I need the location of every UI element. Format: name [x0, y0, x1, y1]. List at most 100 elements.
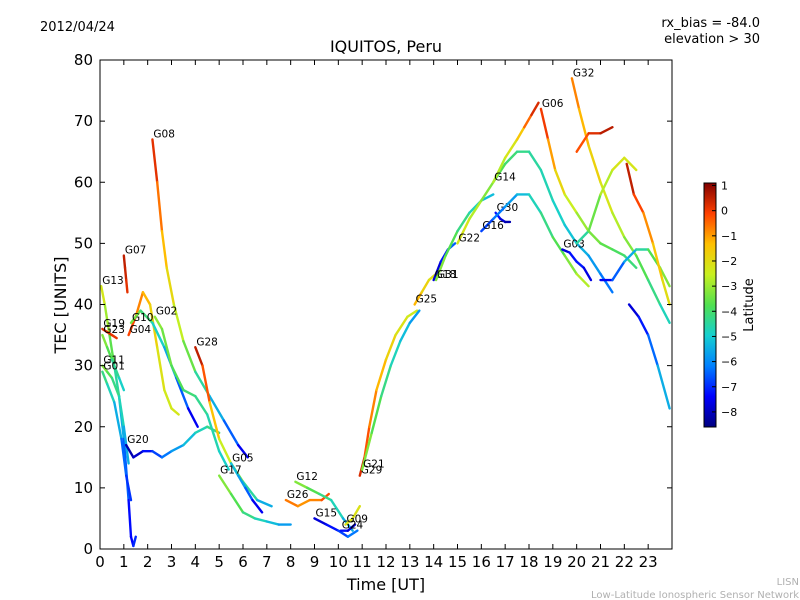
series-segment: [117, 376, 126, 392]
series-unlabeled-34: [627, 303, 671, 410]
x-tick-label: 16: [472, 553, 491, 571]
series-segment: [494, 211, 502, 221]
series-segment: [284, 498, 300, 508]
series-g15: G15: [313, 507, 359, 538]
y-tick-label: 60: [74, 173, 93, 191]
series-layer: G08G07G13G19G23G11G01G20G28G04G10G02G05G…: [100, 67, 671, 548]
series-segment: [125, 474, 133, 502]
series-segment: [515, 126, 526, 141]
series-segment: [139, 309, 154, 325]
series-segment: [105, 382, 116, 404]
series-segment: [256, 498, 273, 508]
series-segment: [661, 278, 671, 306]
series-segment: [456, 211, 471, 233]
series-segment: [120, 437, 128, 477]
series-g06: G06: [539, 98, 638, 270]
series-g20: G20: [125, 425, 221, 459]
series-segment: [160, 229, 168, 270]
series-segment: [344, 517, 354, 526]
x-tick-label: 13: [400, 553, 419, 571]
y-tick-label: 40: [74, 296, 93, 314]
series-segment: [575, 132, 590, 153]
series-segment: [546, 138, 557, 172]
series-g19: G19: [101, 318, 125, 340]
series-segment: [153, 315, 164, 331]
x-tick-label: 21: [591, 553, 610, 571]
axes-layer: 0 1 2 3 4 5 6 7 8 9 10 11 12 13 14 15 16 17 18 19 20 21 22 2301…: [74, 51, 672, 571]
x-tick-label: 9: [310, 553, 320, 571]
series-segment: [456, 217, 471, 245]
series-segment: [360, 431, 373, 471]
series-segment: [182, 431, 197, 447]
series-segment: [611, 248, 626, 257]
series-segment: [237, 443, 249, 459]
colorbar-tick-label: 0: [721, 205, 728, 218]
x-tick-label: 11: [353, 553, 372, 571]
series-segment: [432, 260, 443, 282]
series-segment: [503, 138, 519, 160]
series-segment: [229, 462, 240, 477]
series-segment: [325, 523, 340, 532]
series-label: G28: [196, 336, 218, 348]
series-segment: [570, 77, 581, 111]
series-segment: [599, 126, 614, 135]
y-tick-label: 70: [74, 112, 93, 130]
series-segment: [101, 333, 109, 349]
series-segment: [554, 168, 566, 196]
x-tick-label: 3: [167, 553, 177, 571]
series-segment: [294, 480, 309, 490]
series-label: G26: [287, 489, 309, 501]
series-segment: [194, 425, 209, 435]
colorbar-tick-label: −4: [721, 305, 737, 318]
series-segment: [313, 517, 328, 526]
series-label: G05: [232, 452, 254, 464]
series-segment: [141, 291, 152, 306]
x-tick-label: 15: [448, 553, 467, 571]
series-segment: [129, 309, 142, 325]
footer-lisn: LISN: [777, 577, 799, 588]
colorbar-tick-label: −8: [721, 406, 737, 419]
colorbar-tick-label: 1: [721, 180, 728, 193]
series-segment: [170, 443, 185, 453]
colorbar: [703, 182, 717, 428]
footer-network: Low-Latitude Ionospheric Sensor Network: [591, 590, 799, 600]
y-tick-label: 50: [74, 234, 93, 252]
series-segment: [561, 248, 571, 254]
series-segment: [646, 333, 659, 367]
series-segment: [132, 535, 137, 548]
y-tick-label: 10: [74, 479, 93, 497]
series-segment: [217, 474, 233, 496]
series-segment: [646, 278, 662, 306]
series-segment: [110, 376, 121, 398]
series-segment: [170, 364, 185, 392]
series-segment: [182, 388, 197, 398]
series-segment: [125, 278, 129, 294]
colorbar-tick-label: −7: [721, 381, 737, 394]
series-g29: G29: [358, 309, 419, 477]
series-segment: [611, 260, 626, 282]
series-segment: [217, 437, 233, 465]
date-label: 2012/04/24: [40, 20, 115, 35]
series-segment: [637, 315, 650, 337]
series-segment: [201, 364, 211, 404]
series-segment: [480, 181, 495, 202]
series-label: G08: [153, 128, 175, 140]
series-segment: [117, 394, 126, 428]
y-tick-label: 80: [74, 51, 93, 69]
series-g25: G25: [413, 272, 438, 306]
series-segment: [399, 321, 412, 343]
series-segment: [296, 498, 311, 508]
series-segment: [627, 303, 640, 318]
colorbar-ticks: 1 0 −1 −2 −3 −4 −5 −6 −7 −8: [712, 180, 737, 419]
series-segment: [413, 291, 423, 306]
series-segment: [503, 150, 519, 166]
series-g05: G05: [229, 452, 264, 514]
series-segment: [575, 242, 590, 257]
series-segment: [575, 229, 590, 245]
series-segment: [100, 284, 106, 306]
x-tick-label: 7: [262, 553, 272, 571]
series-segment: [587, 193, 602, 233]
series-g22: G22: [456, 150, 614, 294]
series-label: G07: [125, 245, 147, 257]
series-g28: G28: [194, 336, 273, 508]
